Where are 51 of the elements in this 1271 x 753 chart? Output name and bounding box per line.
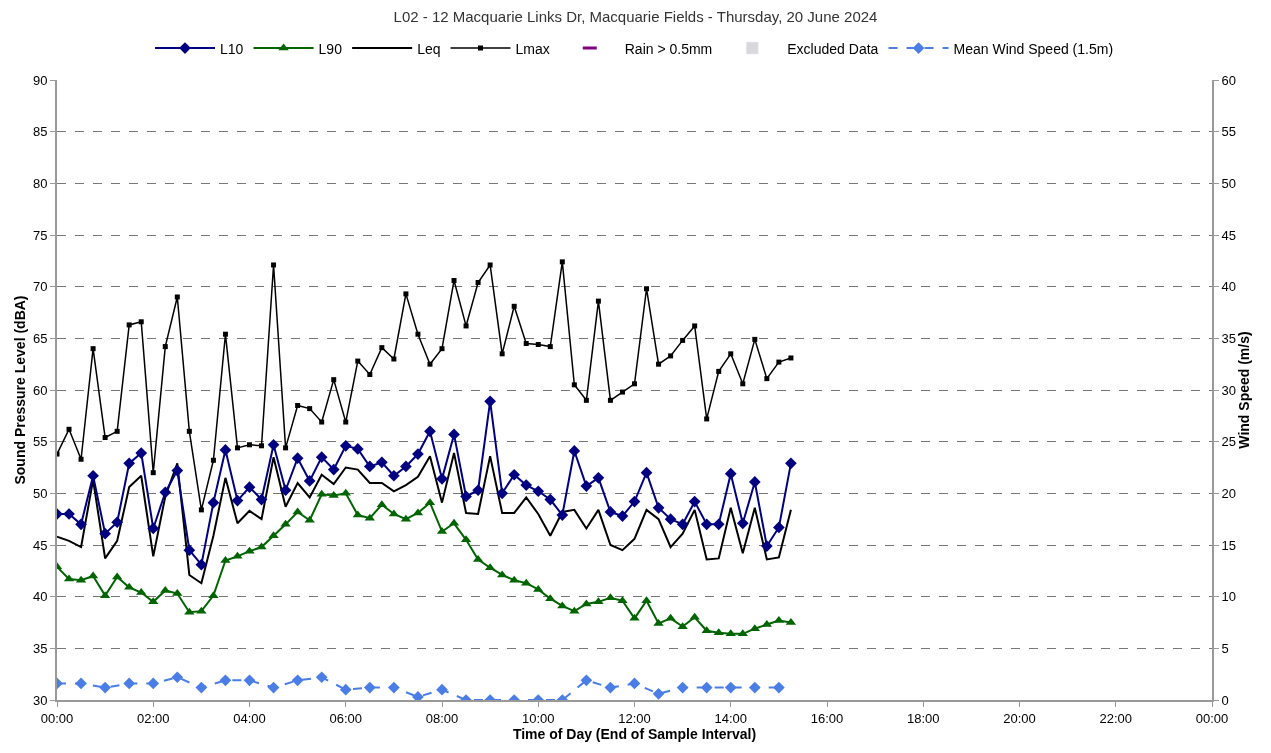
- y2-tick-label: 55: [1221, 124, 1237, 140]
- x-tick-label: 12:00: [618, 710, 651, 726]
- y2-tick-label: 20: [1221, 485, 1237, 501]
- line-series: [57, 452, 792, 585]
- y-axis-title: Sound Pressure Level (dBA): [12, 295, 29, 485]
- y-tick-label: 50: [32, 485, 48, 501]
- y2-tick-label: 10: [1221, 589, 1237, 605]
- y-tick-label: 40: [32, 589, 48, 605]
- x-tick-label: 00:00: [40, 710, 74, 726]
- legend-label: L10: [220, 40, 244, 57]
- legend-label: Leq: [417, 40, 441, 57]
- x-tick-label: 20:00: [1003, 710, 1036, 726]
- x-tick-label: 18:00: [906, 710, 940, 726]
- y-tick-label: 80: [32, 175, 48, 191]
- x-axis-title: Time of Day (End of Sample Interval): [512, 725, 757, 742]
- y-tick-label: 85: [32, 124, 48, 140]
- y-tick-label: 65: [32, 330, 48, 346]
- legend-label: L90: [318, 40, 343, 57]
- x-tick-label: 00:00: [1195, 710, 1229, 726]
- y2-tick-label: 30: [1221, 382, 1237, 398]
- y2-tick-label: 45: [1221, 227, 1237, 243]
- x-tick-label: 14:00: [714, 710, 748, 726]
- x-tick-label: 02:00: [136, 710, 170, 726]
- y2-tick-label: 15: [1221, 537, 1237, 553]
- chart-title: L02 - 12 Macquarie Links Dr, Macquarie Fields - Thursday, 20 June 2024: [393, 8, 878, 26]
- y-tick-label: 30: [32, 692, 48, 708]
- y2-tick-label: 35: [1221, 330, 1237, 346]
- y-tick-label: 55: [32, 434, 48, 450]
- legend-label: Rain > 0.5mm: [624, 40, 713, 57]
- y2-tick-label: 40: [1221, 279, 1237, 295]
- x-tick-label: 10:00: [521, 710, 555, 726]
- x-tick-label: 04:00: [233, 710, 266, 726]
- y-tick-label: 35: [32, 640, 48, 656]
- y-tick-label: 90: [32, 72, 48, 88]
- x-tick-label: 16:00: [810, 710, 844, 726]
- y-tick-label: 60: [32, 382, 48, 398]
- y2-tick-label: 0: [1221, 692, 1229, 708]
- y2-tick-label: 50: [1221, 175, 1237, 191]
- x-tick-label: 08:00: [425, 710, 459, 726]
- y-tick-label: 75: [32, 227, 48, 243]
- legend-label: Lmax: [515, 40, 550, 57]
- y2-axis-title: Wind Speed (m/s): [1236, 331, 1253, 449]
- y2-tick-label: 25: [1221, 434, 1237, 450]
- legend-label: Mean Wind Speed (1.5m): [953, 40, 1114, 57]
- legend-label: Excluded Data: [787, 40, 879, 57]
- x-tick-label: 06:00: [329, 710, 363, 726]
- y2-tick-label: 5: [1221, 640, 1229, 656]
- x-tick-label: 22:00: [1099, 710, 1133, 726]
- y-tick-label: 45: [32, 537, 48, 553]
- y-tick-label: 70: [32, 279, 48, 295]
- y2-tick-label: 60: [1221, 72, 1237, 88]
